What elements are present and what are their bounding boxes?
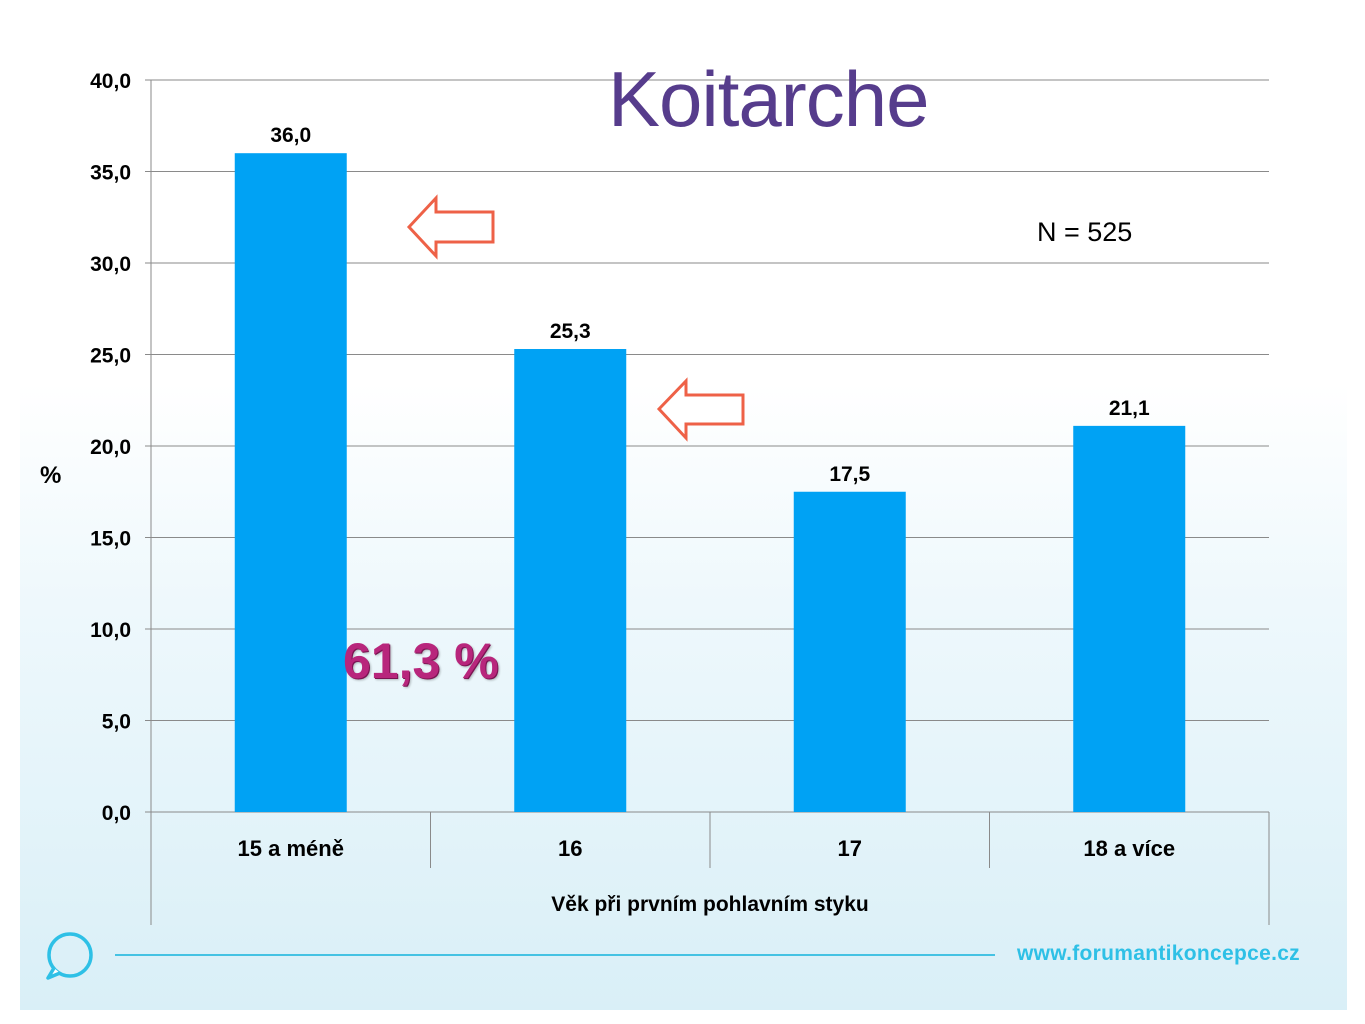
y-tick-label: 40,0 [90, 70, 131, 93]
y-tick-label: 35,0 [90, 162, 131, 185]
x-category-label: 15 a méně [238, 836, 344, 861]
chart-title: Koitarche [608, 55, 930, 143]
data-labels: 36,0 25,3 17,5 21,1 [270, 124, 1150, 486]
x-category-label: 17 [838, 836, 862, 861]
left-arrow-icon [406, 194, 495, 260]
bar-value-label: 21,1 [1109, 397, 1150, 420]
sample-size-label: N = 525 [1037, 217, 1133, 247]
annotation-arrows [406, 194, 745, 442]
x-category-label: 18 a více [1083, 836, 1175, 861]
y-tick-label: 30,0 [90, 253, 131, 276]
bar [234, 153, 347, 812]
bar [1073, 425, 1186, 812]
bar-value-label: 17,5 [829, 463, 870, 486]
y-axis: 0,0 5,0 10,0 15,0 20,0 25,0 30,0 35,0 40,0 [90, 70, 152, 925]
bar-value-label: 36,0 [270, 124, 311, 147]
footer-website-link[interactable]: www.forumantikoncepce.cz [1017, 942, 1300, 965]
x-axis-title: Věk při prvním pohlavním styku [551, 893, 868, 916]
bar [793, 491, 906, 812]
y-tick-label: 0,0 [102, 802, 131, 825]
callout-percentage: 61,3 % [343, 633, 499, 689]
left-arrow-icon [656, 377, 745, 442]
bars [234, 153, 1186, 812]
y-tick-label: 5,0 [102, 711, 131, 734]
y-tick-label: 15,0 [90, 528, 131, 551]
y-tick-label: 10,0 [90, 619, 131, 642]
x-category-label: 16 [558, 836, 582, 861]
y-tick-label: 20,0 [90, 436, 131, 459]
bar-value-label: 25,3 [550, 320, 591, 343]
speech-bubble-logo-icon [46, 932, 93, 980]
y-tick-label: 25,0 [90, 345, 131, 368]
y-axis-label: % [40, 462, 62, 489]
x-axis: 15 a méně 16 17 18 a více Věk při prvním poh… [150, 811, 1270, 925]
bar [514, 349, 627, 812]
footer-divider [115, 954, 995, 956]
